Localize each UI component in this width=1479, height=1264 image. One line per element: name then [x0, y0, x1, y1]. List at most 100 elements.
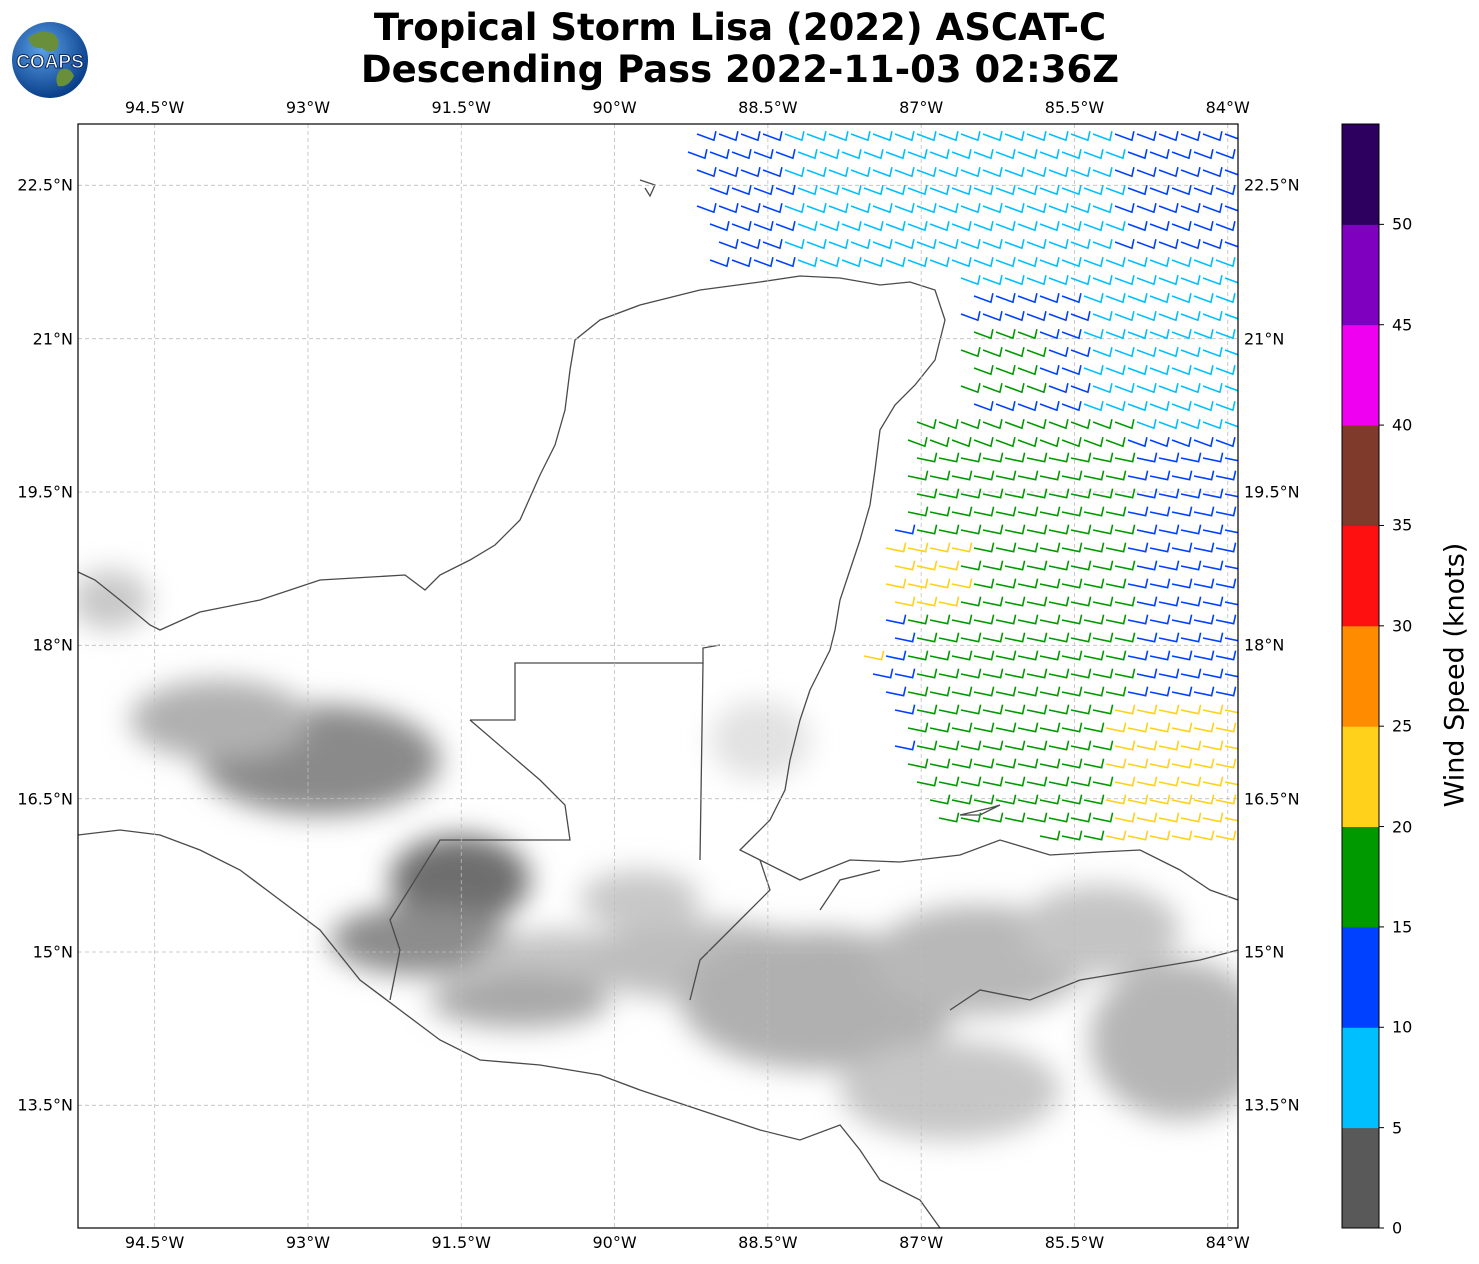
wind-barb: [929, 221, 950, 232]
wind-barb: [1202, 632, 1224, 643]
wind-barb: [841, 149, 862, 160]
terrain-patch: [1090, 960, 1238, 1120]
wind-barb: [1149, 794, 1171, 805]
wind-barb: [960, 524, 982, 535]
wind-barb: [1224, 565, 1238, 570]
terrain-patch: [840, 1040, 1060, 1140]
wind-barb: [1048, 383, 1069, 394]
wind-barb: [929, 257, 950, 268]
wind-barb: [1004, 668, 1026, 679]
wind-barb: [1004, 203, 1025, 214]
wind-barb: [1158, 704, 1180, 715]
wind-barb: [1105, 722, 1127, 733]
colorbar-segment: [1342, 324, 1379, 426]
wind-barb: [960, 131, 981, 142]
wind-barb: [894, 668, 916, 679]
wind-barb: [1193, 470, 1215, 481]
wind-barb: [1004, 131, 1025, 142]
wind-barb: [929, 614, 951, 625]
wind-barb: [1224, 205, 1238, 212]
wind-barb: [1171, 830, 1193, 841]
wind-barb: [1026, 812, 1048, 823]
wind-barb: [1039, 830, 1061, 841]
wind-barb: [1180, 203, 1201, 214]
colorbar-segment: [1342, 124, 1379, 225]
wind-barb: [1039, 293, 1060, 304]
lon-tick-label-top: 84°W: [1205, 98, 1250, 117]
colorbar-segment: [1342, 726, 1379, 828]
wind-barb: [894, 704, 916, 715]
lat-tick-label-right: 22.5°N: [1244, 175, 1300, 195]
wind-barb: [1105, 686, 1127, 697]
wind-barb: [1158, 632, 1180, 643]
wind-barb: [1180, 383, 1201, 394]
wind-barb: [696, 203, 717, 214]
wind-barb: [1215, 293, 1236, 304]
wind-barb: [1180, 488, 1202, 499]
wind-barb: [1004, 812, 1026, 823]
wind-barb: [982, 740, 1004, 751]
wind-barb: [1149, 758, 1171, 769]
wind-barb: [938, 203, 959, 214]
wind-barb: [1215, 794, 1237, 805]
wind-barb: [1114, 203, 1135, 214]
wind-barb: [1092, 203, 1113, 214]
lat-tick-label-left: 15°N: [32, 942, 73, 962]
wind-barb: [995, 470, 1017, 481]
wind-barb: [916, 488, 938, 499]
wind-barb: [938, 668, 960, 679]
wind-barb: [982, 488, 1004, 499]
wind-barb: [1039, 578, 1061, 589]
wind-barb: [1158, 239, 1179, 250]
wind-barb: [1149, 830, 1171, 841]
wind-barb: [1215, 329, 1236, 340]
wind-barb: [885, 542, 907, 553]
wind-barb: [753, 149, 774, 160]
wind-barb: [1070, 740, 1092, 751]
wind-barb: [1083, 401, 1104, 412]
wind-barb: [1048, 131, 1069, 142]
wind-barb: [740, 131, 761, 142]
wind-barb: [1083, 293, 1104, 304]
wind-barb: [907, 650, 929, 661]
wind-barb: [938, 632, 960, 643]
wind-barb: [1158, 560, 1180, 571]
wind-barb: [784, 131, 805, 142]
wind-barb: [1061, 794, 1083, 805]
lat-tick-label-left: 22.5°N: [17, 175, 73, 195]
wind-barb: [775, 185, 796, 196]
wind-barb: [775, 149, 796, 160]
wind-barb: [1180, 668, 1202, 679]
wind-barb: [1114, 740, 1136, 751]
wind-barb: [1202, 668, 1224, 679]
wind-barb: [1105, 221, 1126, 232]
wind-barb: [973, 578, 995, 589]
wind-barb: [982, 131, 1003, 142]
lon-tick-label-top: 91.5°W: [431, 98, 491, 117]
wind-barb: [1215, 401, 1236, 412]
wind-barb: [938, 596, 960, 607]
wind-barb: [1180, 740, 1202, 751]
wind-barb: [995, 365, 1016, 376]
wind-barb: [1171, 185, 1192, 196]
wind-barb: [806, 131, 827, 142]
wind-barb: [982, 524, 1004, 535]
wind-barb: [1215, 614, 1237, 625]
wind-barb: [1017, 794, 1039, 805]
wind-barb: [1061, 614, 1083, 625]
wind-barb: [995, 401, 1016, 412]
wind-barb: [1083, 257, 1104, 268]
wind-barb: [1017, 578, 1039, 589]
wind-barb: [828, 203, 849, 214]
wind-barb: [1114, 239, 1135, 250]
lon-tick-label-top: 94.5°W: [124, 98, 185, 117]
wind-barb: [784, 239, 805, 250]
wind-barb: [1004, 452, 1026, 463]
lat-tick-label-right: 16.5°N: [1244, 789, 1300, 809]
wind-barb: [1158, 419, 1179, 430]
wind-barb: [960, 275, 981, 286]
wind-barb: [1136, 668, 1158, 679]
wind-barb: [731, 185, 752, 196]
wind-barb: [916, 668, 938, 679]
wind-barb: [894, 740, 916, 751]
